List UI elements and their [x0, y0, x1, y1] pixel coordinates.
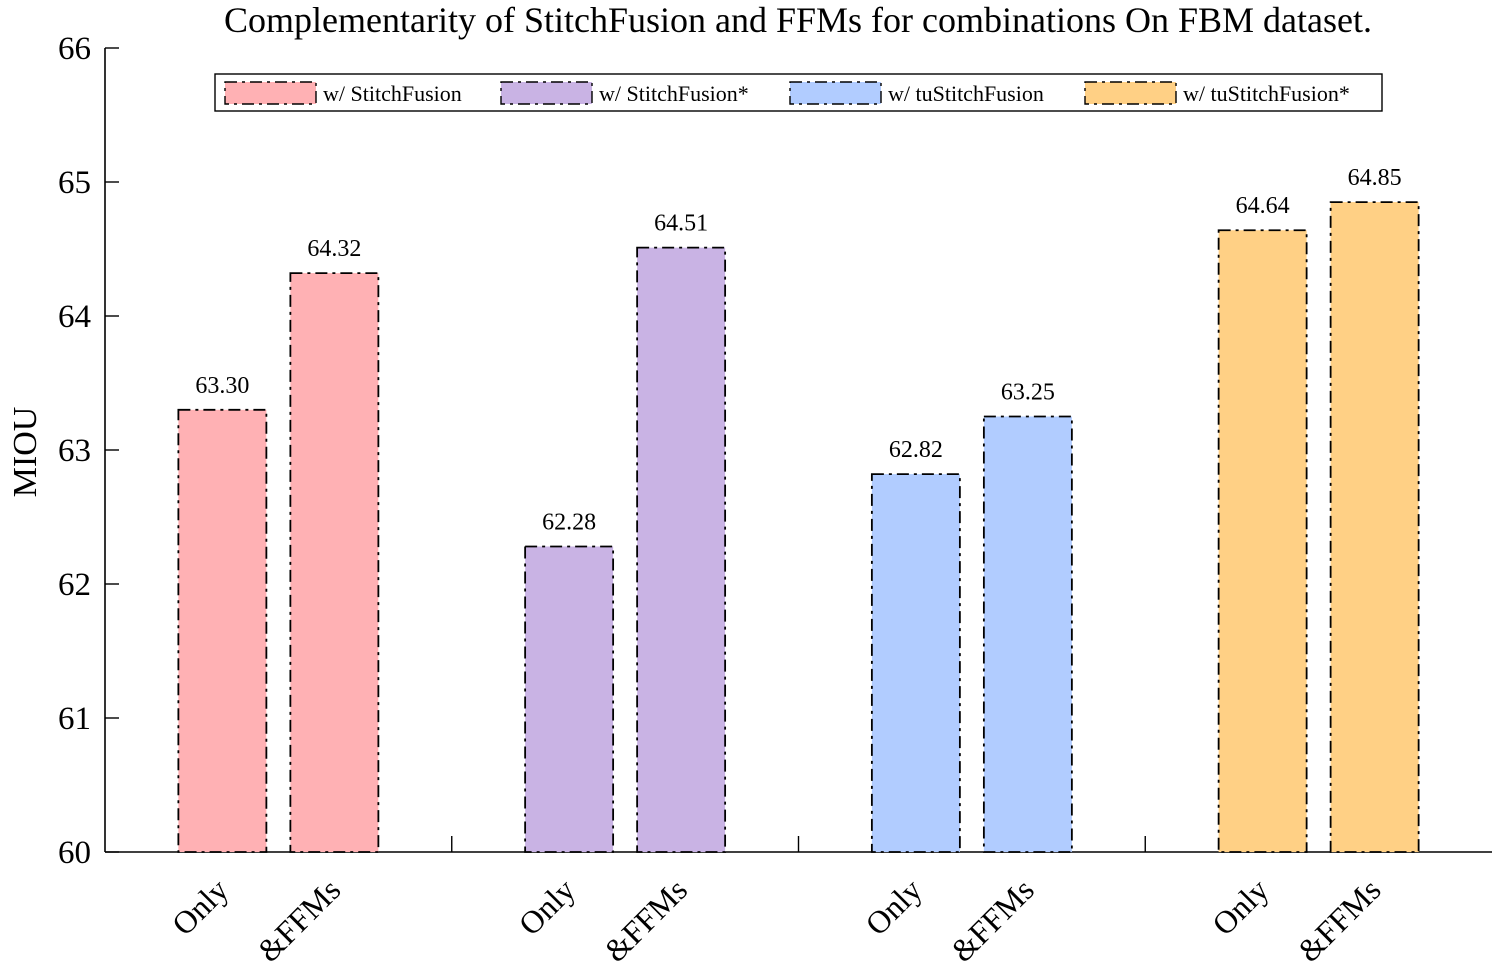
bar	[636, 246, 727, 853]
legend-label: w/ StitchFusion	[323, 81, 462, 106]
data-label: 64.64	[1236, 193, 1290, 219]
legend-label: w/ tuStitchFusion*	[1183, 81, 1350, 106]
data-label: 64.32	[307, 236, 361, 262]
x-tick-label: &FFMs	[1290, 871, 1387, 968]
data-label: 64.51	[654, 211, 708, 237]
y-axis-label: MIOU	[7, 407, 44, 498]
y-tick-label: 60	[58, 835, 91, 871]
bar	[289, 272, 380, 853]
bar	[177, 408, 268, 853]
data-label: 63.30	[195, 373, 249, 399]
y-tick-label: 64	[58, 299, 91, 335]
x-tick-label: Only	[165, 871, 236, 942]
data-label: 64.85	[1348, 165, 1402, 191]
legend-swatch	[1084, 81, 1177, 105]
legend-label: w/ tuStitchFusion	[888, 81, 1044, 106]
x-tick-label: &FFMs	[250, 871, 347, 968]
bar	[524, 545, 615, 853]
legend-swatch	[224, 81, 317, 105]
legend-label: w/ StitchFusion*	[599, 81, 749, 106]
data-label: 63.25	[1001, 380, 1055, 406]
x-tick-label: Only	[858, 871, 929, 942]
plot-area: 60 61 62 63 64 65 66 63.30 Only 64.32&FFMs 62.28 On…	[58, 31, 1492, 969]
bar	[1217, 229, 1308, 853]
data-label: 62.82	[889, 437, 943, 463]
legend-swatch	[789, 81, 882, 105]
y-tick-label: 66	[58, 31, 91, 67]
chart-title: Complementarity of StitchFusion and FFMs…	[224, 0, 1372, 40]
y-tick-label: 62	[58, 567, 91, 603]
legend-swatch	[500, 81, 593, 105]
x-tick-label: Only	[511, 871, 582, 942]
legend: w/ StitchFusion w/ StitchFusion* w/ tuStit…	[214, 73, 1383, 112]
y-tick-label: 65	[58, 165, 91, 201]
data-label: 62.28	[542, 509, 596, 535]
y-tick-label: 61	[58, 701, 91, 737]
x-tick-label: Only	[1205, 871, 1276, 942]
bar	[870, 473, 961, 853]
bar	[1329, 201, 1420, 853]
bar	[982, 415, 1073, 853]
x-tick-label: &FFMs	[597, 871, 694, 968]
x-tick-label: &FFMs	[944, 871, 1041, 968]
y-tick-label: 63	[58, 433, 91, 469]
